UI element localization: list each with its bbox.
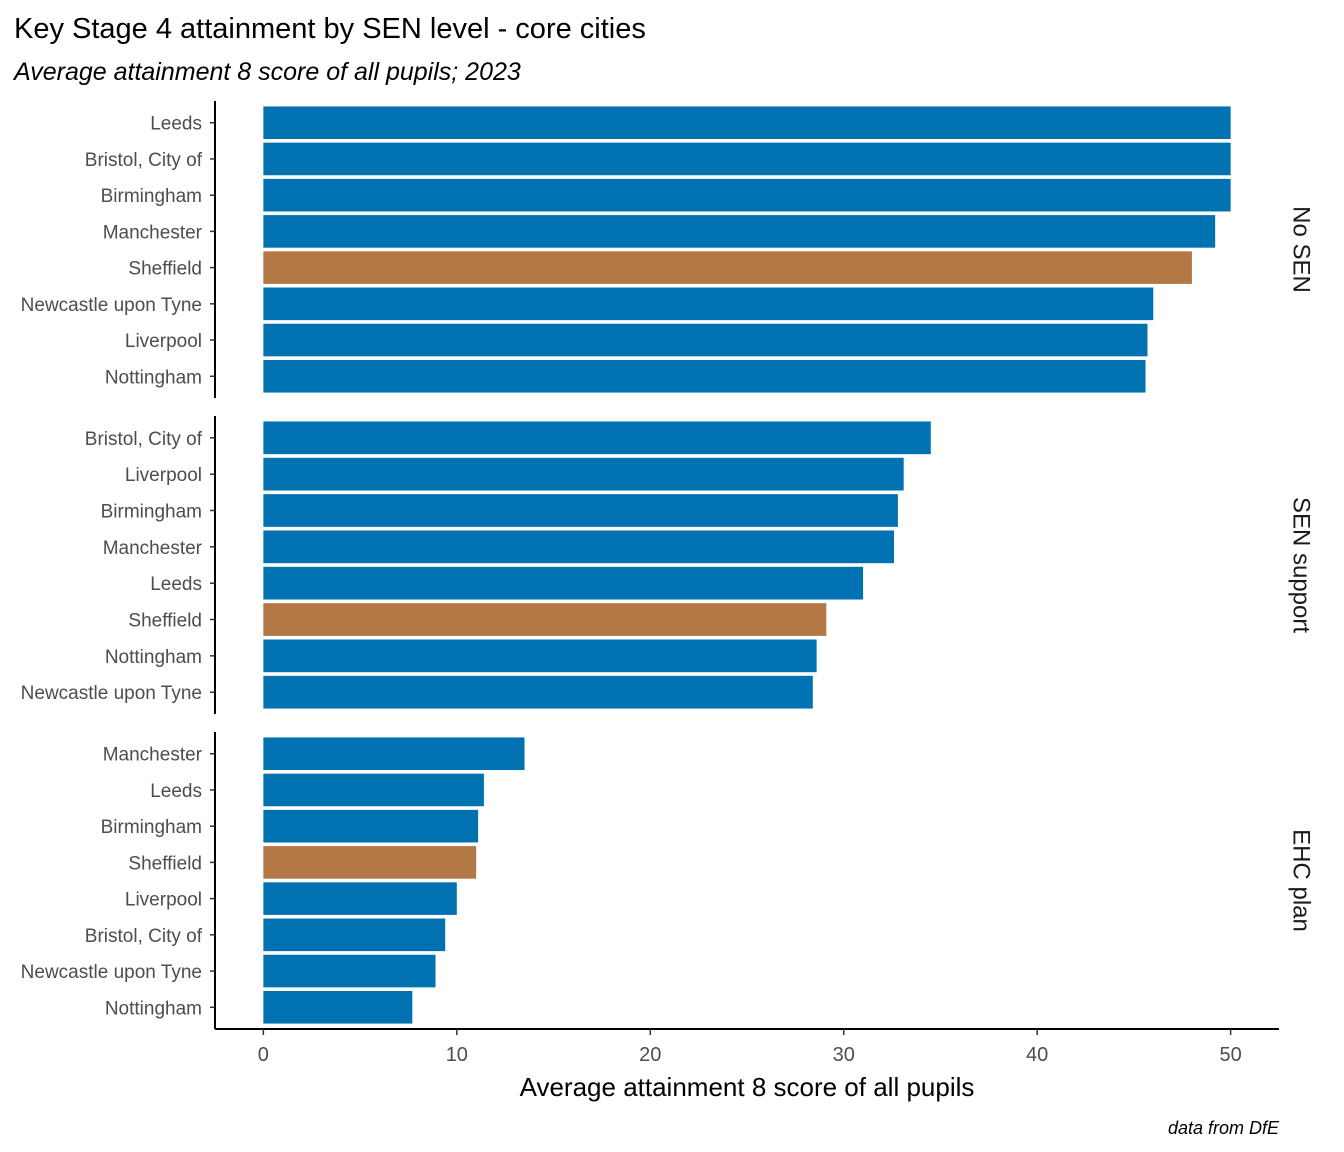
bar [263, 323, 1148, 357]
facet-panel: Bristol, City of Liverpool Birmingham Manch… [21, 416, 1315, 714]
x-tick-label: 20 [639, 1044, 661, 1066]
category-label: Nottingham [105, 998, 202, 1019]
x-axis-title: Average attainment 8 score of all pupils [520, 1072, 975, 1102]
category-label: Birmingham [101, 501, 202, 522]
category-label: Manchester [103, 745, 203, 766]
x-tick-label: 40 [1026, 1044, 1048, 1066]
facet-panel: Manchester Leeds Birmingham Sheffield Liverp… [21, 732, 1315, 1029]
category-label: Bristol, City of [85, 926, 203, 947]
bar [263, 106, 1231, 140]
bar [263, 421, 931, 455]
bar [263, 530, 895, 564]
bar [263, 639, 817, 673]
x-tick-label: 10 [446, 1044, 468, 1066]
category-label: Leeds [150, 574, 202, 595]
category-label: Sheffield [128, 259, 202, 280]
facet-strip-label: No SEN [1288, 206, 1315, 293]
bar [263, 178, 1231, 212]
facet-strip-label: SEN support [1288, 497, 1315, 633]
category-label: Newcastle upon Tyne [21, 295, 202, 316]
category-label: Nottingham [105, 647, 202, 668]
category-label: Leeds [150, 781, 202, 802]
bar [263, 603, 827, 636]
bar [263, 773, 484, 807]
category-label: Birmingham [101, 186, 202, 207]
category-label: Sheffield [128, 611, 202, 632]
bar [263, 142, 1231, 176]
bar [263, 882, 457, 915]
category-label: Manchester [103, 538, 203, 559]
bar [263, 251, 1192, 284]
bar [263, 566, 864, 600]
bar [263, 990, 413, 1024]
bar [263, 809, 479, 843]
x-tick-label: 30 [833, 1044, 855, 1066]
bar [263, 954, 436, 988]
category-label: Birmingham [101, 817, 202, 838]
chart-subtitle: Average attainment 8 score of all pupils… [12, 58, 521, 86]
x-tick-label: 50 [1220, 1044, 1242, 1066]
x-tick-label: 0 [258, 1044, 269, 1066]
category-label: Liverpool [125, 890, 202, 911]
bar [263, 359, 1146, 393]
category-label: Bristol, City of [85, 429, 203, 450]
bar [263, 287, 1154, 321]
category-label: Newcastle upon Tyne [21, 683, 202, 704]
category-label: Bristol, City of [85, 150, 203, 171]
bar [263, 846, 477, 879]
facet-strip-label: EHC plan [1288, 829, 1315, 932]
bar [263, 215, 1216, 248]
category-label: Liverpool [125, 331, 202, 352]
bar [263, 737, 525, 771]
facet-panel: Leeds Bristol, City of Birmingham Mancheste… [21, 101, 1315, 398]
bar [263, 675, 813, 709]
category-label: Liverpool [125, 465, 202, 486]
x-axis: 0 10 20 30 40 50 [215, 1028, 1279, 1066]
bar [263, 918, 446, 952]
category-label: Nottingham [105, 367, 202, 388]
category-label: Manchester [103, 222, 203, 243]
category-label: Sheffield [128, 853, 202, 874]
chart-caption: data from DfE [1168, 1118, 1280, 1138]
bar [263, 457, 904, 491]
bar [263, 494, 898, 527]
category-label: Newcastle upon Tyne [21, 962, 202, 983]
category-label: Leeds [150, 114, 202, 135]
chart-title: Key Stage 4 attainment by SEN level - co… [14, 13, 646, 45]
